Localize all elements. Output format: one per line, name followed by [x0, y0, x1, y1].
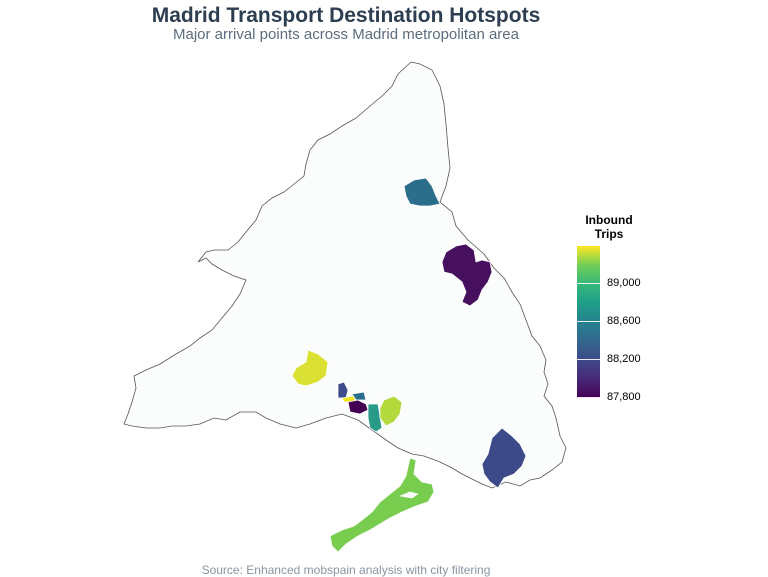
legend-colorbar [577, 246, 600, 398]
map-subtitle: Major arrival points across Madrid metro… [173, 26, 519, 43]
legend-tick-mark [577, 397, 600, 398]
legend-tick-label: 88,200 [607, 353, 641, 365]
hotspot-north[interactable] [403, 177, 441, 207]
hotspot-east-upper[interactable] [441, 243, 493, 307]
legend-tick-mark [577, 283, 600, 284]
legend-tick-label: 89,000 [607, 277, 641, 289]
legend-title-line2: Trips [594, 227, 624, 241]
hotspot-south[interactable] [329, 457, 435, 553]
madrid-region-outline [123, 61, 567, 489]
legend-title-line1: Inbound [585, 213, 633, 227]
hotspot-south-hole [398, 491, 419, 499]
hotspot-centre-small-1[interactable] [337, 381, 349, 399]
hotspot-centre-teal[interactable] [367, 403, 383, 433]
hotspot-southeast[interactable] [481, 427, 527, 489]
legend-tick-mark [577, 359, 600, 360]
hotspot-west[interactable] [291, 349, 329, 387]
map-caption: Source: Enhanced mobspain analysis with … [201, 563, 491, 577]
hotspot-centre-yellow[interactable] [379, 395, 403, 427]
map-title: Madrid Transport Destination Hotspots [151, 4, 541, 27]
legend-tick-label: 88,600 [607, 315, 641, 327]
hotspot-centre-small-3[interactable] [351, 391, 367, 401]
legend-tick-label: 87,800 [607, 391, 641, 403]
legend-title: Inbound Trips [566, 213, 652, 241]
legend-tick-mark [577, 321, 600, 322]
